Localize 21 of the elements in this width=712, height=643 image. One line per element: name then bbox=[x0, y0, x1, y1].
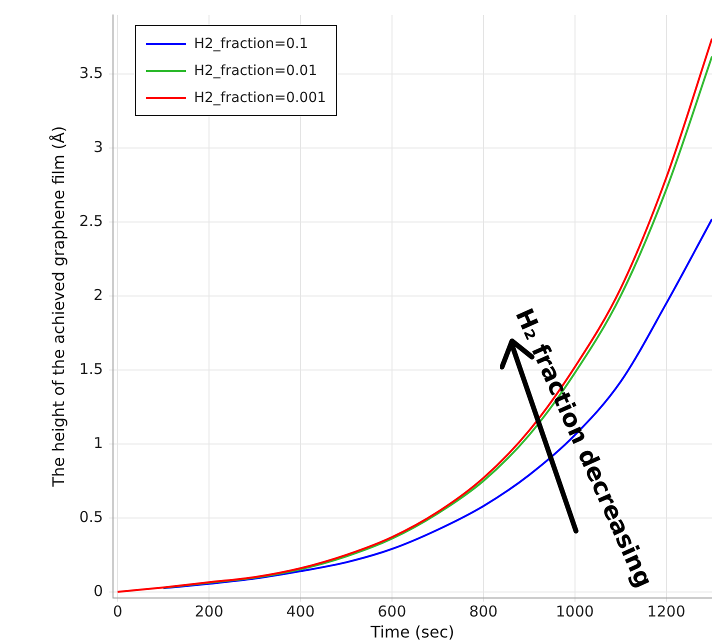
y-tick-label: 3 bbox=[94, 138, 104, 156]
y-tick-label: 2.5 bbox=[79, 212, 104, 230]
x-tick-label: 1000 bbox=[556, 602, 594, 621]
y-tick-label: 1.5 bbox=[79, 360, 104, 378]
line-series bbox=[162, 218, 712, 590]
y-tick-label: 3.5 bbox=[79, 64, 104, 82]
y-tick-label: 1 bbox=[94, 434, 104, 452]
x-tick-label: 800 bbox=[469, 602, 498, 621]
legend-label: H2_fraction=0.001 bbox=[194, 90, 326, 106]
x-tick-label: 400 bbox=[286, 602, 315, 621]
x-axis-title: Time (sec) bbox=[370, 622, 454, 642]
x-tick-label: 1200 bbox=[647, 602, 686, 621]
y-tick-label: 0 bbox=[94, 582, 104, 600]
legend-label: H2_fraction=0.1 bbox=[194, 36, 308, 52]
x-tick-label: 600 bbox=[378, 602, 406, 621]
y-tick-label: 2 bbox=[94, 286, 104, 304]
y-axis-title: The height of the achieved graphene film (Å) bbox=[48, 126, 68, 488]
x-tick-label: 200 bbox=[194, 602, 224, 621]
x-tick-label: 0 bbox=[112, 602, 122, 621]
legend-label: H2_fraction=0.01 bbox=[194, 62, 318, 78]
y-tick-label: 0.5 bbox=[79, 508, 104, 526]
